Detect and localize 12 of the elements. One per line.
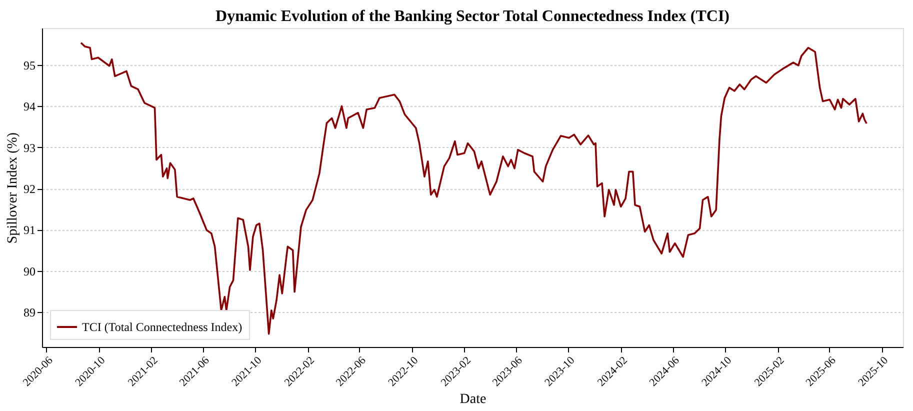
line-series bbox=[80, 42, 868, 335]
x-axis-title: Date bbox=[460, 392, 486, 408]
y-tick-label: 92 bbox=[24, 182, 36, 196]
y-tick-label: 89 bbox=[24, 306, 36, 320]
y-tick-label: 93 bbox=[24, 140, 36, 155]
y-axis-title: Spillover Index (%) bbox=[6, 132, 20, 244]
y-tick-label: 95 bbox=[24, 58, 36, 73]
chart-title: Dynamic Evolution of the Banking Sector Total Connectedness Index (TCI) bbox=[216, 8, 730, 25]
legend-label: TCI (Total Connectedness Index) bbox=[82, 320, 242, 334]
y-tick-label: 91 bbox=[24, 223, 36, 238]
y-tick-label: 94 bbox=[24, 100, 36, 114]
y-tick-label: 90 bbox=[24, 264, 36, 278]
